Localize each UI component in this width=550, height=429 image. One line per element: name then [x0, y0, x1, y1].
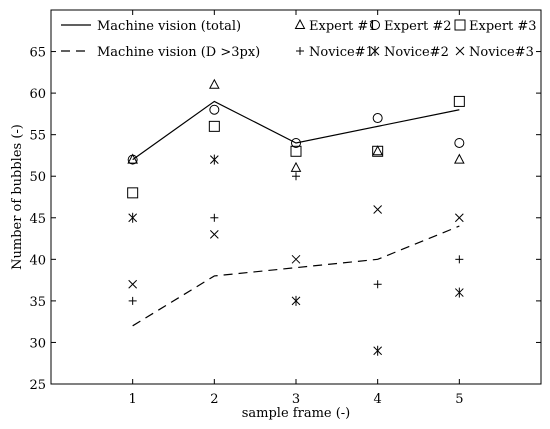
point-circle	[209, 104, 220, 115]
point-triangle	[372, 145, 383, 156]
y-tick-label: 45	[29, 212, 46, 227]
line-series-solid	[132, 100, 460, 161]
point-cross	[454, 213, 464, 223]
y-tick-label: 40	[29, 253, 46, 268]
point-plus	[455, 255, 464, 264]
legend-marker-cross	[455, 46, 465, 56]
point-plus	[210, 213, 219, 222]
point-asterisk	[454, 287, 464, 298]
point-square	[290, 145, 302, 157]
legend-label: Expert #3	[469, 19, 537, 34]
point-cross	[128, 279, 138, 289]
point-asterisk	[128, 212, 138, 223]
x-tick-label: 1	[129, 392, 137, 407]
point-square	[453, 95, 465, 107]
y-tick-label: 55	[29, 129, 46, 144]
legend: Machine vision (total) Machine vision (D …	[61, 18, 537, 60]
y-tick-label: 30	[29, 336, 46, 351]
point-circle	[291, 137, 301, 148]
y-tick-label: 60	[29, 87, 46, 102]
point-asterisk	[373, 345, 383, 356]
legend-marker-circle	[370, 20, 380, 30]
point-plus	[128, 296, 137, 305]
legend-label: Machine vision (total)	[97, 19, 241, 34]
x-tick-label: 2	[210, 392, 218, 407]
legend-label: Novice#3	[469, 45, 534, 60]
point-cross	[291, 254, 301, 264]
plot-frame	[50, 9, 542, 385]
line-series-dashed	[132, 225, 460, 327]
point-triangle	[127, 153, 138, 164]
legend-marker-plus	[296, 47, 304, 55]
point-asterisk	[291, 295, 301, 306]
x-tick-label: 3	[292, 392, 300, 407]
point-square	[127, 187, 139, 199]
point-circle	[127, 154, 138, 165]
point-cross	[373, 205, 383, 214]
point-circle	[372, 113, 383, 124]
legend-marker-triangle	[294, 18, 306, 29]
legend-label: Novice#1	[309, 45, 374, 60]
point-cross	[209, 230, 219, 239]
point-square	[372, 145, 384, 157]
point-circle	[454, 137, 465, 148]
point-triangle	[209, 78, 220, 89]
point-triangle	[290, 161, 302, 172]
y-tick-label: 65	[29, 46, 46, 61]
legend-marker-square	[454, 19, 466, 31]
point-square	[208, 120, 220, 132]
legend-marker-asterisk	[370, 46, 380, 56]
legend-label: Expert #1	[309, 19, 377, 34]
x-tick-label: 5	[455, 392, 463, 407]
point-plus	[373, 280, 382, 289]
point-plus	[292, 172, 300, 181]
y-tick-label: 50	[29, 170, 46, 185]
point-asterisk	[209, 154, 219, 165]
line-series	[132, 100, 460, 327]
legend-label: Machine vision (D >3px)	[97, 45, 260, 60]
y-tick-label: 25	[29, 378, 46, 393]
marker-series	[127, 78, 465, 356]
x-tick-label: 4	[374, 392, 382, 407]
y-tick-label: 35	[29, 295, 46, 310]
point-triangle	[454, 153, 465, 164]
legend-label: Expert #2	[384, 19, 452, 34]
legend-label: Novice#2	[384, 45, 449, 60]
y-axis-label: Number of bubbles (-)	[10, 124, 25, 270]
x-axis-label: sample frame (-)	[242, 406, 351, 421]
